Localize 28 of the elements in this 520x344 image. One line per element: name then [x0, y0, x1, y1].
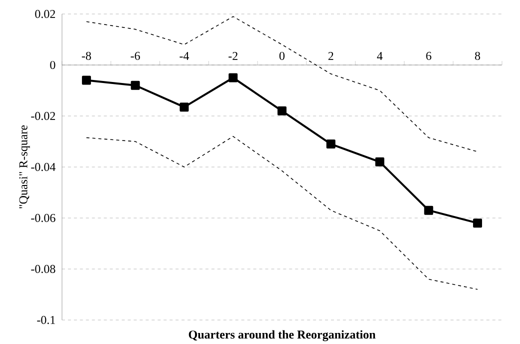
point [326, 140, 336, 149]
x-tick-label: -6 [130, 52, 140, 60]
point [277, 106, 286, 116]
y-axis-title: "Quasi" R-square [19, 125, 30, 208]
point [180, 102, 189, 112]
x-tick-label: 6 [426, 52, 432, 60]
y-tick-label: 0 [50, 60, 56, 70]
x-tick-label: -8 [82, 52, 91, 60]
point [424, 206, 434, 215]
y-tick-label: -0.08 [31, 264, 56, 274]
x-tick-label: 4 [377, 52, 383, 60]
y-tick-label: 0.02 [35, 10, 56, 18]
point [228, 73, 238, 82]
y-tick-label: -0.02 [31, 112, 56, 120]
point [130, 80, 140, 90]
x-axis-title: Quarters around the Reorganization [188, 330, 376, 342]
point [82, 76, 91, 85]
x-tick-label: -4 [180, 52, 190, 60]
point [375, 157, 384, 166]
line-series [86, 136, 478, 290]
y-tick-label: -0.04 [31, 162, 56, 172]
x-tick-label: -2 [228, 52, 238, 60]
y-tick-label: -0.06 [31, 214, 56, 222]
x-tick-label: 8 [475, 52, 480, 60]
point [473, 218, 482, 228]
x-tick-label: 0 [279, 52, 285, 60]
y-tick-label: -0.1 [37, 316, 55, 324]
x-tick-label: 2 [328, 52, 334, 60]
